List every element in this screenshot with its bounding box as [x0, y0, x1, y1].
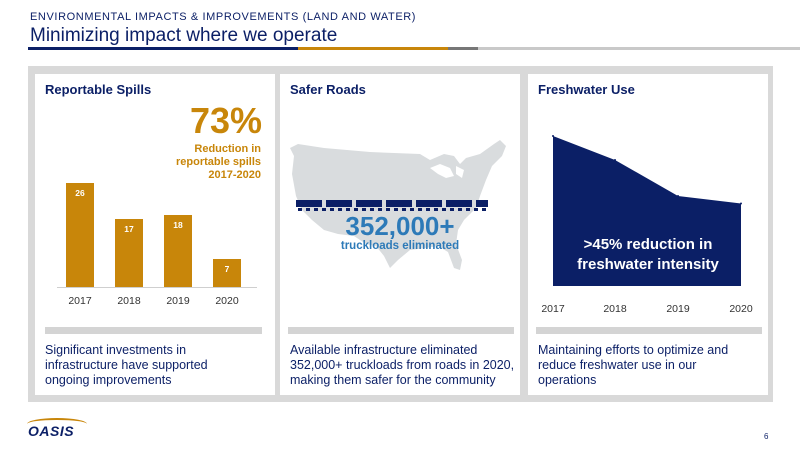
spills-tick-2017: 2017 — [68, 295, 92, 307]
us-map-image — [290, 140, 506, 270]
page-number: 6 — [764, 432, 769, 441]
roads-panel: Safer Roads 352,000+ truckloads eliminat… — [280, 74, 520, 395]
water-tick-2019: 2019 — [666, 303, 690, 315]
truck-wheels-icon — [298, 208, 488, 211]
spills-bar-2017 — [66, 183, 94, 287]
spills-bar-2020 — [213, 259, 241, 287]
water-divider-bar — [536, 327, 762, 334]
section-kicker: ENVIRONMENTAL IMPACTS & IMPROVEMENTS (LA… — [30, 11, 417, 23]
water-area-svg — [552, 135, 742, 286]
spills-divider-bar — [45, 327, 262, 334]
water-area-chart: 2017 2018 2019 2020 — [528, 74, 768, 315]
water-tick-2017: 2017 — [541, 303, 565, 315]
spills-title: Reportable Spills — [45, 82, 152, 97]
truck-convoy-icon — [296, 200, 488, 207]
water-description: Maintaining efforts to optimize and redu… — [538, 343, 729, 387]
title-rule-gold — [298, 47, 448, 50]
water-point-2018 — [614, 159, 616, 161]
water-tick-2020: 2020 — [729, 303, 753, 315]
spills-reduction-line-1: Reduction in — [194, 143, 261, 155]
roads-divider-bar — [288, 327, 514, 334]
water-panel: Freshwater Use 2017 2018 2019 2020 >45% red… — [528, 74, 768, 395]
spills-bar-label-2020: 7 — [224, 264, 230, 274]
title-rule-gray — [448, 47, 478, 50]
roads-stat: 352,000+ — [345, 211, 455, 241]
water-point-2017 — [552, 135, 554, 137]
us-map-great-lakes — [430, 164, 464, 178]
water-callout-line-2: freshwater intensity — [577, 256, 719, 273]
spills-reduction-text: Reduction in reportable spills 2017-2020 — [145, 143, 261, 182]
spills-bar-label-2019: 18 — [173, 220, 183, 230]
spills-tick-2019: 2019 — [166, 295, 190, 307]
oasis-logo: OASIS — [27, 418, 89, 444]
oasis-logo-swoosh-icon — [27, 418, 87, 430]
roads-description: Available infrastructure eliminated 352,… — [290, 343, 515, 387]
spills-bar-label-2017: 26 — [75, 188, 85, 198]
spills-bar-2018 — [115, 219, 143, 287]
roads-title: Safer Roads — [290, 82, 366, 97]
spills-bar-2019 — [164, 215, 192, 287]
water-callout-line-1: >45% reduction in — [583, 236, 713, 253]
spills-reduction-line-2: reportable spills — [176, 156, 261, 168]
spills-tick-2018: 2018 — [117, 295, 141, 307]
spills-description: Significant investments in infrastructur… — [45, 343, 208, 387]
title-rule-navy — [28, 47, 298, 50]
roads-stat-label: truckloads eliminated — [340, 240, 460, 252]
page-title: Minimizing impact where we operate — [30, 25, 338, 46]
water-point-2019 — [677, 195, 679, 197]
water-area-series — [553, 136, 741, 286]
water-point-2020 — [740, 202, 742, 205]
spills-bar-label-2018: 17 — [124, 224, 134, 234]
spills-reduction-line-3: 2017-2020 — [208, 169, 261, 181]
oasis-logo-text: OASIS — [28, 423, 75, 439]
spills-x-axis — [57, 287, 257, 288]
spills-bar-chart: 26 2017 17 2018 18 2019 7 2020 — [35, 74, 275, 314]
water-callout: >45% reduction in freshwater intensity — [553, 235, 743, 275]
water-tick-2018: 2018 — [603, 303, 627, 315]
title-rule-light — [478, 47, 800, 50]
spills-tick-2020: 2020 — [215, 295, 239, 307]
spills-big-stat: 73% — [190, 100, 263, 141]
spills-panel: Reportable Spills 73% Reduction in repor… — [35, 74, 275, 395]
water-title: Freshwater Use — [538, 82, 635, 97]
